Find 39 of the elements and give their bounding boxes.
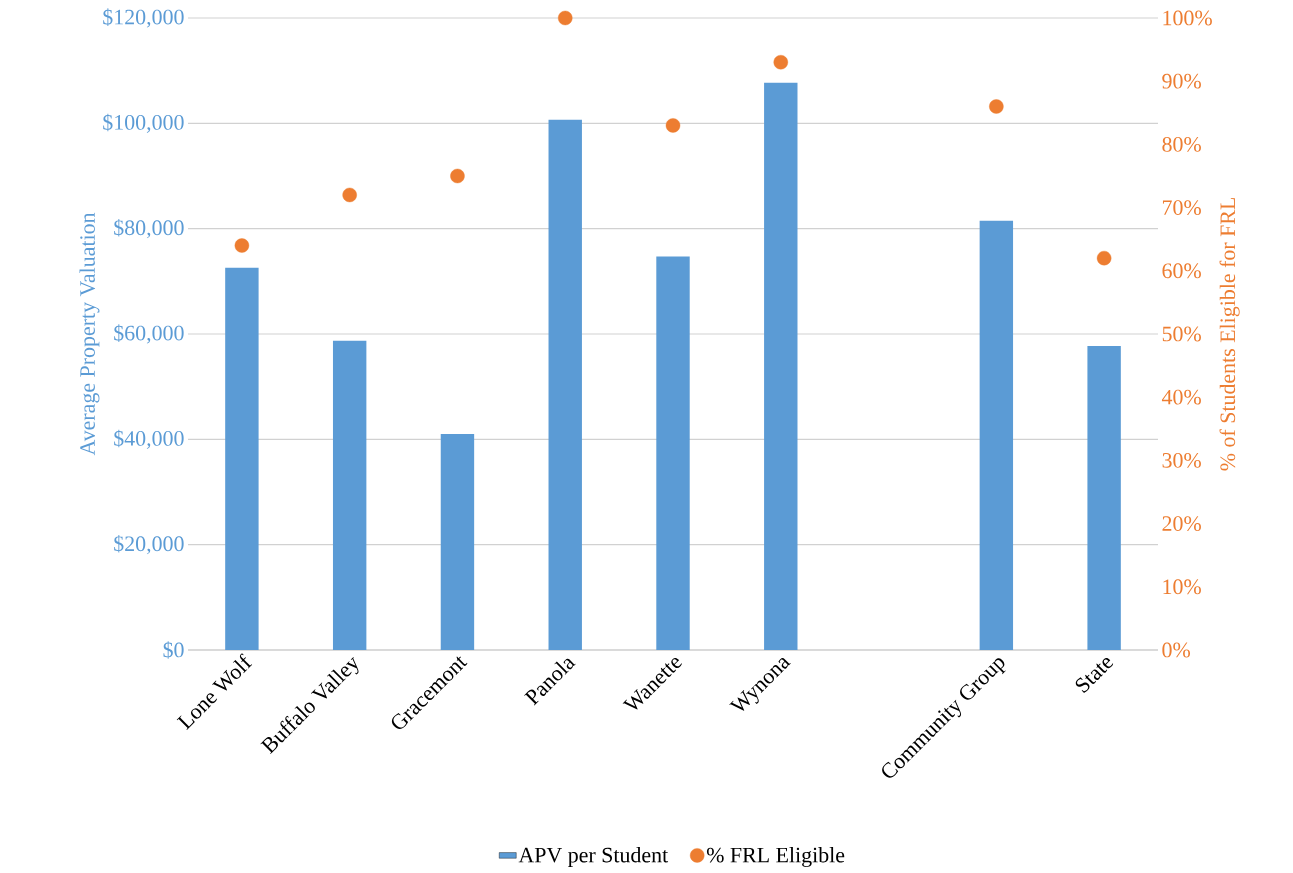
bar (332, 340, 367, 650)
y-tick-label: $120,000 (103, 8, 184, 28)
bar (225, 267, 259, 650)
legend-label: APV per Student (518, 847, 669, 867)
point (342, 187, 357, 203)
y2-tick-label: 70% (1162, 200, 1201, 216)
y2-tick-label: 0% (1162, 642, 1191, 658)
y-tick-label: $20,000 (114, 535, 184, 555)
point (989, 99, 1004, 114)
y2-tick-label: 30% (1162, 452, 1201, 468)
y-tick-label: $40,000 (114, 429, 184, 449)
point (558, 10, 573, 26)
y2-tick-label: 50% (1162, 326, 1201, 342)
bar (656, 256, 690, 650)
point (1096, 250, 1112, 266)
y2-tick-label: 80% (1162, 136, 1201, 152)
y-tick-label: $60,000 (114, 324, 184, 344)
bar (548, 119, 582, 650)
bar (1087, 346, 1121, 650)
y2-tick-label: 60% (1162, 263, 1201, 279)
y-axis-title: Average Property Valuation (79, 212, 100, 456)
x-tick-label: State (1075, 658, 1114, 693)
y2-tick-label: 10% (1163, 579, 1201, 595)
point (234, 238, 250, 253)
y-tick-label: $80,000 (114, 219, 184, 239)
point (773, 55, 788, 70)
y2-tick-label: 100% (1163, 10, 1212, 26)
y2-tick-label: 90% (1162, 73, 1201, 89)
y2-tick-label: 20% (1162, 516, 1201, 532)
y-tick-label: $0 (163, 641, 184, 659)
y2-tick-label: 40% (1161, 389, 1201, 405)
bar (979, 220, 1014, 650)
y2-axis-title: % of Students Eligible for FRL (1219, 198, 1240, 471)
y-tick-label: $100,000 (103, 113, 184, 133)
legend-label: % FRL Eligible (706, 847, 845, 867)
bar (440, 434, 475, 650)
bar (764, 82, 798, 650)
point (665, 118, 681, 133)
point (450, 168, 465, 184)
